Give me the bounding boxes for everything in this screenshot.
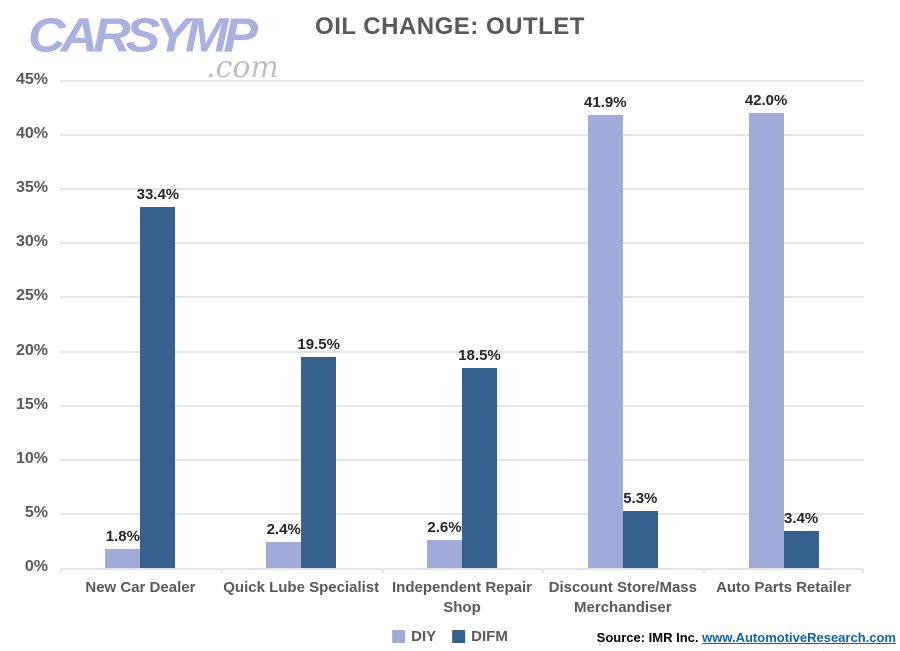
source-link[interactable]: www.AutomotiveResearch.com bbox=[702, 630, 896, 645]
x-axis-labels: New Car Dealer Quick Lube Specialist Indep… bbox=[60, 578, 864, 622]
gridline-45pct bbox=[60, 80, 864, 82]
y-tick-label: 5% bbox=[24, 503, 48, 521]
y-tick-label: 25% bbox=[15, 287, 48, 305]
legend-item-diy: DIY bbox=[392, 628, 436, 645]
legend-item-difm: DIFM bbox=[452, 628, 508, 645]
legend-swatch-difm bbox=[452, 630, 466, 643]
gridline-25pct bbox=[60, 296, 864, 299]
bar-value-label: 1.8% bbox=[105, 527, 140, 545]
bar-difm bbox=[462, 367, 497, 568]
gridline-40pct bbox=[60, 134, 864, 137]
bar-value-label: 33.4% bbox=[136, 185, 180, 203]
carsymp-logo: CARSYMP .com bbox=[28, 4, 298, 85]
y-tick-label: 40% bbox=[15, 125, 48, 143]
y-tick-label: 20% bbox=[15, 341, 48, 359]
logo-brand-text: CARSYMP bbox=[28, 9, 258, 63]
bar-diy bbox=[587, 114, 623, 568]
source-prefix: Source: IMR Inc. bbox=[596, 630, 703, 645]
category-label: New Car Dealer bbox=[85, 579, 196, 596]
y-tick-label: 15% bbox=[15, 395, 48, 413]
y-tick-label: 45% bbox=[15, 71, 48, 88]
bar-value-label: 41.9% bbox=[584, 93, 627, 111]
x-axis-tick bbox=[862, 568, 864, 573]
bar-value-label: 42.0% bbox=[744, 92, 788, 110]
chart-legend: DIY DIFM bbox=[392, 628, 508, 645]
category-label: Auto Parts Retailer bbox=[716, 579, 852, 596]
x-axis-tick bbox=[381, 568, 384, 573]
bar-value-label: 5.3% bbox=[623, 489, 658, 507]
gridline-35pct bbox=[60, 188, 864, 191]
bar-difm bbox=[783, 531, 819, 568]
bar-value-label: 3.4% bbox=[783, 510, 819, 528]
category-label: Quick Lube Specialist bbox=[223, 579, 380, 596]
legend-swatch-diy bbox=[392, 630, 406, 643]
y-tick-label: 10% bbox=[15, 449, 48, 467]
legend-label-diy: DIY bbox=[411, 628, 437, 645]
plot-area: 1.8% 33.4% 2.4% 19.5% 2.6% 18.5% 41.9% 5.3% 42.0… bbox=[60, 80, 864, 573]
x-axis-tick bbox=[542, 568, 545, 573]
bar-diy bbox=[105, 548, 141, 568]
source-line: Source: IMR Inc. www.AutomotiveResearch.… bbox=[597, 630, 896, 645]
bar-value-label: 18.5% bbox=[458, 346, 501, 364]
x-axis-tick bbox=[60, 568, 62, 573]
gridline-30pct bbox=[60, 242, 864, 245]
bar-difm bbox=[301, 356, 337, 568]
x-axis-tick bbox=[220, 568, 223, 573]
bar-value-label: 19.5% bbox=[297, 335, 340, 353]
chart-title: OIL CHANGE: OUTLET bbox=[315, 13, 585, 40]
bar-difm bbox=[622, 510, 658, 568]
bar-diy bbox=[427, 539, 462, 568]
gridline-20pct bbox=[60, 350, 864, 353]
category-label: Discount Store/Mass Merchandiser bbox=[548, 579, 697, 617]
logo-com-text: .com bbox=[206, 50, 279, 85]
x-axis-tick bbox=[703, 568, 706, 573]
bar-value-label: 2.4% bbox=[266, 521, 301, 539]
bar-value-label: 2.6% bbox=[427, 518, 462, 536]
y-axis-labels: 0% 5% 10% 15% 20% 25% 30% 35% 40% 45% bbox=[0, 71, 48, 575]
category-label: Independent Repair Shop bbox=[391, 579, 533, 617]
y-tick-label: 35% bbox=[15, 179, 48, 197]
bar-diy bbox=[748, 113, 784, 568]
bar-difm bbox=[140, 206, 176, 568]
bar-diy bbox=[266, 542, 302, 568]
y-tick-label: 30% bbox=[15, 233, 48, 251]
legend-label-difm: DIFM bbox=[471, 628, 508, 645]
y-tick-label: 0% bbox=[24, 558, 48, 575]
